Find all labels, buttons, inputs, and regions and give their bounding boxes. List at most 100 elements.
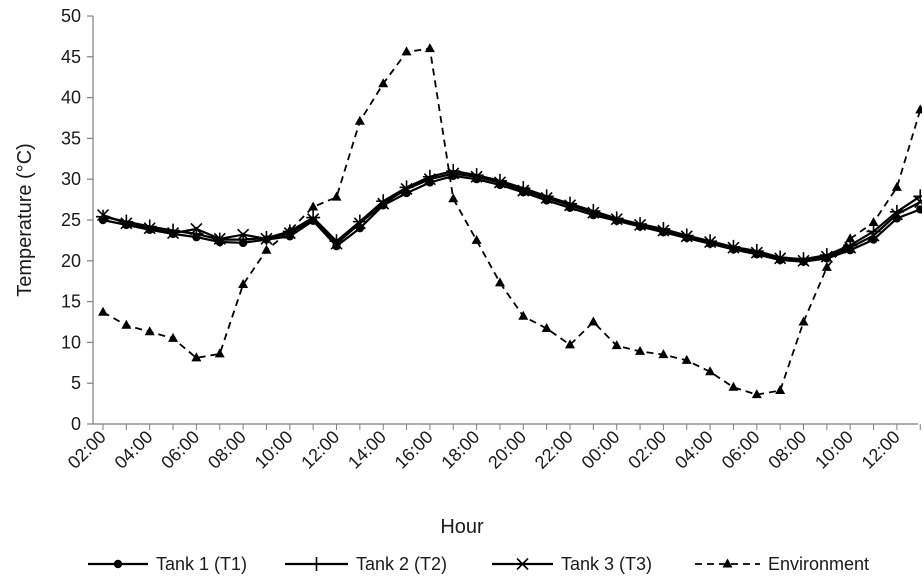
data-point-tank-2 xyxy=(422,169,437,184)
data-point-tank-3 xyxy=(657,224,670,237)
data-point-tank-3 xyxy=(400,182,413,196)
legend-label: Tank 1 (T1) xyxy=(156,554,247,574)
x-tick-label: 10:00 xyxy=(811,427,857,473)
x-tick-label: 06:00 xyxy=(718,427,764,473)
x-tick-label: 00:00 xyxy=(578,427,624,473)
legend: Tank 1 (T1) Tank 2 (T2) Tank 3 (T3) Environ… xyxy=(88,554,869,574)
data-point-tank-3 xyxy=(190,222,203,236)
data-point-environment xyxy=(191,352,202,362)
data-point-tank-3 xyxy=(704,235,717,249)
data-point-environment xyxy=(448,193,459,203)
legend-label: Tank 2 (T2) xyxy=(356,554,447,574)
data-point-tank-3 xyxy=(540,191,553,205)
data-point-tank-3 xyxy=(96,209,110,222)
data-point-tank-3 xyxy=(330,237,343,250)
x-tick-label: 04:00 xyxy=(111,427,157,473)
y-tick-label: 20 xyxy=(61,251,81,271)
data-point-environment xyxy=(401,46,412,56)
x-tick-label: 16:00 xyxy=(391,427,437,473)
data-point-tank-2 xyxy=(166,223,181,238)
series-tank-2 xyxy=(96,164,922,267)
data-point-tank-3 xyxy=(213,232,226,245)
x-tick-label: 10:00 xyxy=(251,427,297,473)
data-point-environment xyxy=(331,191,342,201)
data-point-tank-3 xyxy=(143,222,156,235)
data-point-tank-2 xyxy=(352,214,367,229)
series-line-tank-1 xyxy=(102,174,921,263)
x-tick-label: 18:00 xyxy=(437,427,483,473)
data-point-tank-3 xyxy=(377,197,390,210)
data-point-tank-3 xyxy=(423,173,436,186)
data-point-environment xyxy=(705,366,716,376)
series-layer xyxy=(96,43,922,399)
y-tick-label: 35 xyxy=(61,128,81,148)
data-point-tank-3 xyxy=(587,206,600,219)
data-point-environment xyxy=(144,326,155,336)
data-point-environment xyxy=(635,345,646,355)
data-point-tank-3 xyxy=(237,228,250,241)
data-point-environment xyxy=(681,354,692,364)
data-point-tank-3 xyxy=(610,213,623,226)
data-point-environment xyxy=(214,348,225,358)
data-point-tank-3 xyxy=(307,213,320,226)
x-tick-label: 04:00 xyxy=(671,427,717,473)
x-tick-label: 12:00 xyxy=(297,427,343,473)
data-point-environment xyxy=(261,244,272,254)
x-tick-label: 08:00 xyxy=(764,427,810,473)
x-tick-label: 22:00 xyxy=(531,427,577,473)
data-point-tank-3 xyxy=(867,229,880,242)
legend-label: Tank 3 (T3) xyxy=(561,554,652,574)
x-axis-title: Hour xyxy=(440,516,484,538)
data-point-environment xyxy=(798,316,809,326)
data-point-environment xyxy=(354,115,365,125)
series-line-tank-2 xyxy=(102,169,921,261)
legend-marker xyxy=(722,558,733,568)
x-tick-label: 08:00 xyxy=(204,427,250,473)
data-point-tank-3 xyxy=(470,170,483,183)
data-point-tank-3 xyxy=(493,176,507,189)
series-line-tank-3 xyxy=(102,172,921,262)
data-point-environment xyxy=(751,389,762,399)
x-tick-label: 06:00 xyxy=(157,427,203,473)
y-tick-label: 15 xyxy=(61,292,81,312)
legend-marker xyxy=(516,557,529,571)
legend-item-environment: Environment xyxy=(695,554,869,574)
data-point-environment xyxy=(845,233,856,243)
series-line-environment xyxy=(102,47,922,396)
x-tick-label: 02:00 xyxy=(624,427,670,473)
data-point-environment xyxy=(121,319,132,329)
y-tick-label: 25 xyxy=(61,210,81,230)
data-point-environment xyxy=(868,216,879,226)
data-point-environment xyxy=(588,316,599,326)
data-point-environment xyxy=(611,340,622,350)
x-tick-label: 20:00 xyxy=(484,427,530,473)
data-point-environment xyxy=(658,349,669,359)
data-point-environment xyxy=(284,225,295,235)
data-point-environment xyxy=(98,306,108,316)
x-axis-ticks: 02:00 04:00 06:00 08:00 10:00 12:00 14:00 16:00… xyxy=(64,424,921,473)
data-point-environment xyxy=(891,181,902,191)
data-point-environment xyxy=(775,385,786,395)
data-point-environment xyxy=(168,332,179,342)
data-point-tank-3 xyxy=(797,254,810,267)
data-point-tank-3 xyxy=(260,232,273,245)
data-point-tank-3 xyxy=(890,208,903,221)
x-tick-label: 12:00 xyxy=(858,427,904,473)
data-point-environment xyxy=(424,43,435,53)
y-tick-label: 0 xyxy=(71,414,81,434)
y-tick-label: 10 xyxy=(61,332,81,352)
data-point-environment xyxy=(915,104,922,114)
data-point-tank-3 xyxy=(750,246,763,259)
y-tick-label: 40 xyxy=(61,88,81,108)
data-point-environment xyxy=(378,78,389,88)
data-point-tank-2 xyxy=(446,164,461,179)
legend-item-tank-3: Tank 3 (T3) xyxy=(492,554,652,574)
y-tick-label: 5 xyxy=(71,373,81,393)
data-point-tank-2 xyxy=(329,234,344,249)
data-point-tank-3 xyxy=(774,252,787,265)
legend-marker xyxy=(113,559,123,569)
data-point-environment xyxy=(471,234,482,244)
data-point-tank-3 xyxy=(680,230,693,243)
y-axis-ticks: 0 5 10 15 20 25 30 35 40 45 50 xyxy=(61,6,93,434)
